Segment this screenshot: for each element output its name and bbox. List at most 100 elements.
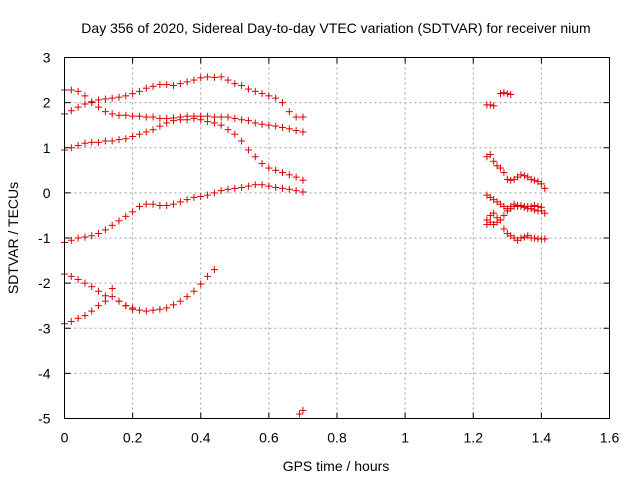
data-point-s4 — [258, 181, 266, 189]
data-point-s3 — [251, 153, 259, 161]
data-point-s2 — [272, 122, 280, 130]
data-point-s2 — [299, 128, 307, 136]
data-point-s4 — [81, 233, 89, 241]
data-point-s2 — [265, 121, 273, 129]
data-point-s8 — [503, 90, 511, 98]
data-point-s12 — [527, 202, 535, 210]
data-point-s3 — [67, 144, 75, 152]
data-point-s3 — [122, 135, 130, 143]
data-point-s3 — [217, 121, 225, 129]
data-point-s7 — [299, 406, 307, 414]
data-point-s2 — [238, 116, 246, 124]
data-point-s1 — [67, 107, 75, 115]
data-point-s2 — [156, 114, 164, 122]
data-point-s5 — [190, 287, 198, 295]
data-point-s1 — [258, 90, 266, 98]
data-point-s9 — [500, 169, 508, 177]
data-point-s1 — [149, 82, 157, 90]
data-point-s8 — [497, 90, 504, 98]
data-point-s6 — [129, 304, 137, 312]
data-point-s2 — [285, 125, 293, 133]
data-point-s9 — [507, 176, 515, 184]
data-point-s1 — [197, 74, 205, 82]
data-point-s4 — [299, 188, 307, 196]
data-point-s4 — [95, 229, 103, 237]
x-tick-label: 0.6 — [259, 430, 279, 446]
x-tick-label: 0 — [61, 430, 69, 446]
data-point-s12 — [490, 209, 498, 217]
y-tick-label: 1 — [43, 140, 51, 156]
data-point-s8 — [500, 89, 508, 97]
data-point-s2 — [231, 114, 239, 122]
data-point-s3 — [129, 132, 137, 140]
data-point-s2 — [149, 113, 157, 121]
data-point-s4 — [88, 232, 96, 240]
data-point-s1 — [224, 76, 232, 84]
data-point-s12 — [534, 202, 542, 210]
data-point-s4 — [204, 191, 212, 199]
y-tick-label: -1 — [38, 230, 51, 246]
data-point-s1 — [183, 78, 191, 86]
data-point-s5 — [135, 306, 143, 314]
y-tick-label: 3 — [43, 50, 51, 66]
data-point-s3 — [258, 160, 266, 168]
data-point-s1 — [299, 113, 307, 121]
data-point-s4 — [142, 200, 150, 208]
data-point-s1 — [217, 73, 225, 81]
data-point-s3 — [88, 138, 96, 146]
y-tick-label: -5 — [38, 411, 51, 427]
data-point-s2 — [210, 113, 218, 121]
data-point-s1 — [292, 113, 300, 121]
data-point-s1 — [122, 92, 130, 100]
data-point-s3 — [190, 114, 198, 122]
x-tick-label: 1.4 — [532, 430, 552, 446]
data-point-s3 — [244, 146, 252, 154]
data-point-s1 — [176, 80, 184, 88]
data-point-s4 — [217, 187, 225, 195]
data-point-s3 — [74, 141, 82, 149]
x-tick-label: 0.4 — [191, 430, 211, 446]
data-point-s3 — [135, 130, 143, 138]
data-point-s5 — [149, 306, 157, 314]
data-point-s3 — [156, 122, 164, 130]
y-tick-label: -2 — [38, 275, 51, 291]
y-tick-label: 0 — [43, 185, 51, 201]
data-point-s9 — [531, 176, 539, 184]
data-point-s2 — [251, 119, 259, 127]
data-point-s3 — [231, 130, 239, 138]
data-point-s5 — [176, 297, 184, 305]
data-point-s6 — [115, 297, 123, 305]
data-point-s6 — [67, 272, 75, 280]
data-point-s3 — [81, 139, 89, 147]
data-points — [61, 73, 549, 418]
data-point-s5 — [163, 304, 171, 312]
data-point-s3 — [170, 117, 177, 125]
data-point-s4 — [163, 202, 171, 210]
data-point-s4 — [101, 226, 109, 234]
y-tick-label: 2 — [43, 95, 51, 111]
data-point-s5 — [142, 307, 150, 315]
data-point-s6 — [95, 287, 103, 295]
data-point-s9 — [517, 171, 525, 179]
data-point-s4 — [238, 183, 246, 191]
data-point-s3 — [108, 137, 116, 145]
data-point-s4 — [176, 198, 184, 206]
data-point-s11 — [517, 234, 525, 242]
data-point-s6 — [88, 283, 96, 291]
data-point-s3 — [265, 164, 273, 172]
data-point-s3 — [142, 128, 150, 136]
data-point-s1 — [115, 93, 123, 101]
data-point-s2 — [108, 110, 116, 118]
data-point-s3 — [101, 137, 109, 145]
data-point-s3 — [176, 116, 184, 124]
data-point-s5 — [183, 293, 191, 301]
data-point-s1 — [279, 99, 286, 107]
data-point-s3 — [204, 118, 212, 126]
data-point-s1 — [190, 76, 198, 84]
chart-title: Day 356 of 2020, Sidereal Day-to-day VTE… — [81, 20, 590, 36]
data-point-s4 — [156, 202, 164, 210]
data-point-s6 — [74, 276, 82, 284]
y-tick-label: -3 — [38, 320, 51, 336]
data-point-s12 — [483, 220, 491, 228]
data-point-s2 — [101, 108, 109, 116]
